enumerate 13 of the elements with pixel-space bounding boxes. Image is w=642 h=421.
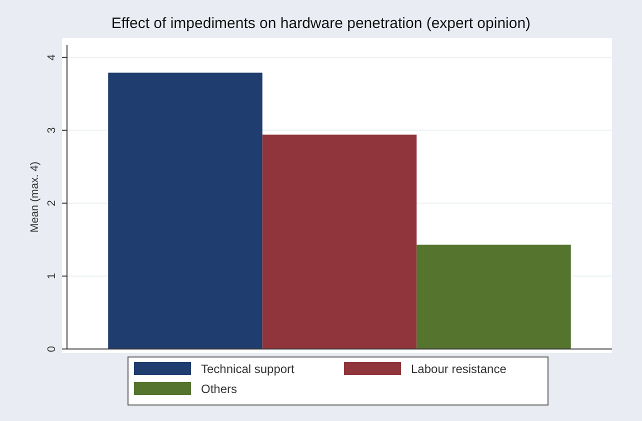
y-tick-label: 0 — [46, 346, 58, 352]
bar — [262, 134, 417, 349]
legend-label: Others — [201, 382, 238, 396]
bar — [108, 72, 262, 349]
y-axis-title: Mean (max. 4) — [29, 162, 41, 232]
legend-label: Technical support — [201, 362, 296, 376]
chart-title: Effect of impediments on hardware penetration (expert opinion) — [111, 15, 531, 32]
y-tick-label: 4 — [46, 54, 58, 60]
y-tick-label: 1 — [46, 273, 58, 280]
legend-label: Labour resistance — [411, 362, 507, 376]
y-tick-label: 3 — [46, 127, 58, 134]
bar — [416, 244, 571, 349]
y-tick-label: 2 — [46, 200, 58, 206]
